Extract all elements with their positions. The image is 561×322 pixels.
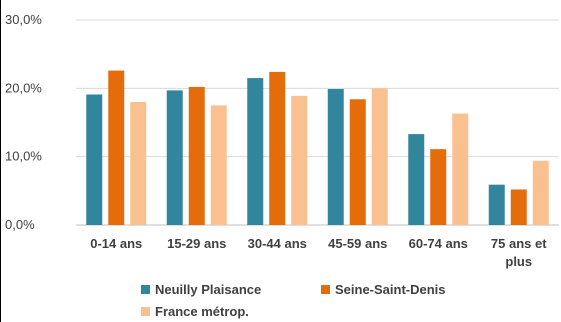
legend: Neuilly Plaisance Seine-Saint-Denis France… xyxy=(141,282,446,319)
bar-1-5 xyxy=(408,134,425,225)
bar-1-3 xyxy=(247,78,264,225)
category-label: 15-29 ans xyxy=(167,236,226,251)
bar-3-3 xyxy=(291,95,308,225)
bar-2-5 xyxy=(430,149,447,225)
x-axis-categories: 0-14 ans 15-29 ans 30-44 ans 45-59 ans 60-74… xyxy=(90,236,547,269)
bar-1-1 xyxy=(86,94,103,225)
legend-swatch xyxy=(321,285,330,294)
y-tick-label: 30,0% xyxy=(5,12,42,27)
y-tick-label: 0,0% xyxy=(5,217,35,232)
bars xyxy=(86,70,549,226)
bar-3-2 xyxy=(210,105,227,225)
legend-swatch xyxy=(141,285,150,294)
bar-1-4 xyxy=(327,89,344,226)
legend-label: Seine-Saint-Denis xyxy=(335,282,446,297)
bar-3-4 xyxy=(371,88,388,225)
bar-1-2 xyxy=(166,90,183,225)
category-label: plus xyxy=(505,254,532,269)
y-axis-ticks: 0,0% 10,0% 20,0% 30,0% xyxy=(5,12,42,232)
bar-2-3 xyxy=(269,71,286,225)
bar-2-6 xyxy=(510,189,527,225)
category-label: 30-44 ans xyxy=(248,236,307,251)
grid-lines xyxy=(76,19,559,226)
y-tick-label: 20,0% xyxy=(5,80,42,95)
category-label: 0-14 ans xyxy=(90,236,142,251)
legend-label: Neuilly Plaisance xyxy=(155,282,261,297)
bar-2-4 xyxy=(349,99,366,225)
bar-3-1 xyxy=(130,102,147,225)
category-label: 75 ans et xyxy=(491,236,547,251)
bar-2-1 xyxy=(108,70,125,225)
y-tick-label: 10,0% xyxy=(5,149,42,164)
bar-1-6 xyxy=(488,184,505,225)
category-label: 60-74 ans xyxy=(409,236,468,251)
legend-swatch xyxy=(141,307,150,316)
legend-label: France métrop. xyxy=(155,304,249,319)
bar-3-5 xyxy=(452,113,469,225)
bar-2-2 xyxy=(188,86,205,225)
category-label: 45-59 ans xyxy=(328,236,387,251)
bar-3-6 xyxy=(532,160,549,225)
